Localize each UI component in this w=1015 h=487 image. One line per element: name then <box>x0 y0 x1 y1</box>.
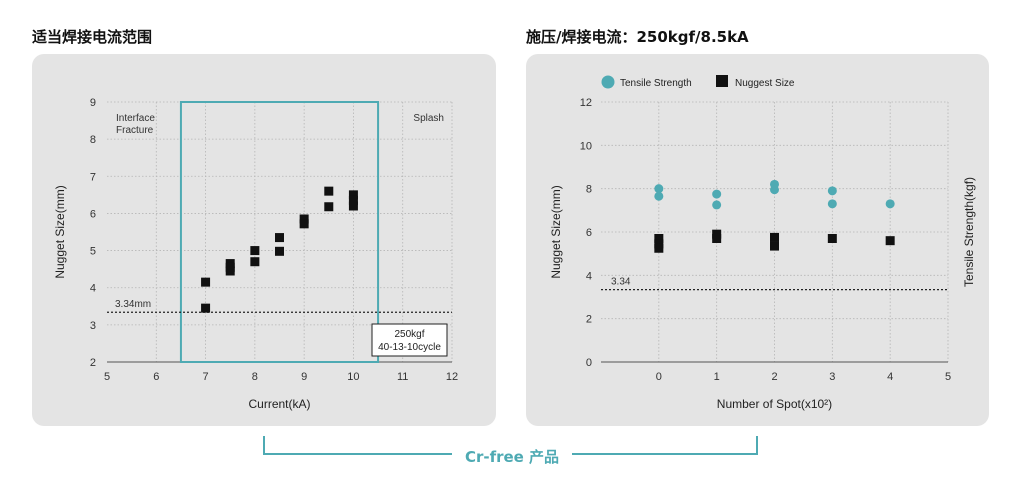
y-tick-label: 9 <box>90 97 96 109</box>
nugget-size-point <box>201 277 211 287</box>
left-chart-title: 适当焊接电流范围 <box>32 28 153 46</box>
y-tick-label: 7 <box>90 171 96 183</box>
x-tick-label: 11 <box>397 371 408 383</box>
y-axis-label: Nugget Size(mm) <box>549 185 563 278</box>
threshold-label: 3.34mm <box>115 299 151 310</box>
y-tick-label: 12 <box>580 97 592 109</box>
tensile-strength-point <box>654 191 664 201</box>
x-axis-label: Current(kA) <box>248 397 310 411</box>
tensile-strength-point <box>654 184 664 194</box>
left-chart-panel: 5 6 7 8 9 10 11 12 2 3 4 5 6 7 8 9 Current(kA) Nugget Siz… <box>32 54 496 426</box>
x-axis-label: Number of Spot(x10²) <box>717 397 832 411</box>
condition-label-line2: 40-13-10cycle <box>378 342 441 353</box>
y-tick-label: 10 <box>580 140 592 152</box>
legend-tensile-strength-label: Tensile Strength <box>620 78 692 89</box>
nugget-size-point <box>225 266 235 276</box>
y-tick-label: 5 <box>90 246 96 258</box>
footer-label: Cr-free 产品 <box>464 448 560 466</box>
y-tick-label: 8 <box>90 134 96 146</box>
condition-label-line1: 250kgf <box>394 329 424 340</box>
y-tick-label: 6 <box>586 227 592 239</box>
y-tick-label: 6 <box>90 208 96 220</box>
x-tick-label: 5 <box>945 371 951 383</box>
nugget-size-point <box>348 190 358 200</box>
legend-tensile-strength-marker <box>601 75 615 89</box>
nugget-size-point <box>348 201 358 211</box>
nugget-size-point <box>299 214 309 224</box>
legend-nugget-size-label: Nuggest Size <box>735 78 795 89</box>
x-tick-label: 5 <box>104 371 110 383</box>
y-axis-label: Nugget Size(mm) <box>53 185 67 278</box>
y-tick-label: 0 <box>586 357 592 369</box>
y-tick-label: 8 <box>586 184 592 196</box>
nugget-size-point <box>654 243 664 253</box>
tensile-strength-point <box>885 199 895 209</box>
y-tick-label: 4 <box>90 283 96 295</box>
nugget-size-point <box>770 232 779 242</box>
right-y-axis-label: Tensile Strength(kgf) <box>962 177 976 287</box>
x-tick-label: 4 <box>887 371 893 383</box>
tensile-strength-point <box>712 200 722 210</box>
x-tick-label: 3 <box>829 371 835 383</box>
nugget-size-point <box>324 186 334 196</box>
x-tick-label: 8 <box>252 371 258 383</box>
nugget-size-point <box>324 202 334 212</box>
y-tick-label: 2 <box>90 357 96 369</box>
tensile-strength-point <box>827 199 837 209</box>
nugget-size-point <box>299 219 309 229</box>
proper-current-range-box <box>179 101 380 363</box>
nugget-size-point <box>348 195 358 205</box>
nugget-size-point <box>250 257 260 267</box>
right-chart-title: 施压/焊接电流：250kgf/8.5kA <box>526 28 749 46</box>
y-tick-label: 3 <box>90 320 96 332</box>
interface-fracture-label-line1: Interface <box>116 113 155 124</box>
condition-box <box>371 323 448 357</box>
tensile-strength-point <box>770 185 779 195</box>
nugget-size-point <box>885 236 895 246</box>
threshold-label: 3.34 <box>611 277 631 288</box>
y-tick-label: 4 <box>586 270 592 282</box>
splash-label: Splash <box>413 113 444 124</box>
x-tick-label: 7 <box>203 371 209 383</box>
nugget-size-point <box>770 241 779 251</box>
interface-fracture-label-line2: Fracture <box>116 125 154 136</box>
nugget-size-point <box>712 234 722 243</box>
x-tick-label: 0 <box>656 371 662 383</box>
nugget-size-point <box>275 233 284 243</box>
x-tick-label: 2 <box>771 371 777 383</box>
x-tick-label: 6 <box>153 371 159 383</box>
x-tick-label: 10 <box>347 371 359 383</box>
nugget-size-point <box>201 303 211 313</box>
nugget-size-point <box>275 246 284 256</box>
tensile-strength-point <box>827 186 837 196</box>
x-tick-label: 1 <box>714 371 720 383</box>
nugget-size-point <box>654 234 664 243</box>
nugget-size-point <box>827 234 837 243</box>
x-tick-label: 9 <box>301 371 307 383</box>
legend-nugget-size-marker <box>716 75 728 87</box>
right-chart-panel: 0 1 2 3 4 5 0 2 4 6 8 10 12 Number of Spot(x10²) Nugge… <box>526 54 989 426</box>
y-tick-label: 2 <box>586 314 592 326</box>
nugget-size-point <box>250 246 260 256</box>
welding-current-range-chart: 5 6 7 8 9 10 11 12 2 3 4 5 6 7 8 9 Current(kA) Nugget Siz… <box>53 97 458 411</box>
tensile-strength-point <box>712 189 722 199</box>
x-tick-label: 12 <box>446 371 458 383</box>
